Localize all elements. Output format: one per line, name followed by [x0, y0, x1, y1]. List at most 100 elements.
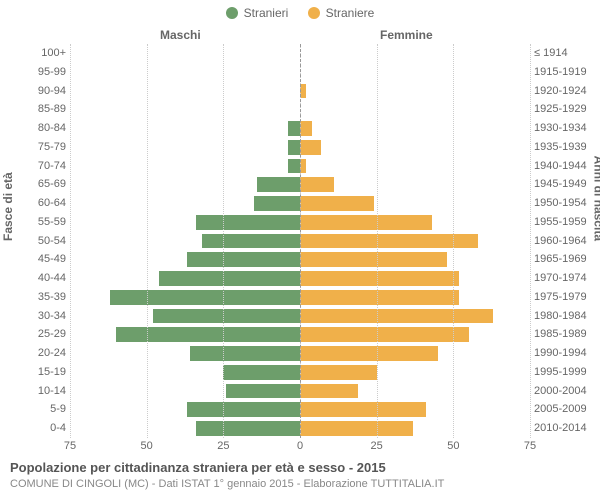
- bar-female: [300, 402, 426, 417]
- legend-male: Stranieri: [226, 6, 289, 20]
- legend-female-swatch: [308, 7, 320, 19]
- bar-male: [288, 121, 300, 136]
- bar-male: [190, 346, 300, 361]
- age-label: 65-69: [0, 175, 66, 194]
- age-label: 45-49: [0, 250, 66, 269]
- birth-label: 1960-1964: [534, 232, 596, 251]
- chart-subtitle: COMUNE DI CINGOLI (MC) - Dati ISTAT 1° g…: [10, 478, 444, 490]
- center-line: [300, 44, 301, 438]
- age-label: 10-14: [0, 382, 66, 401]
- birth-label: 1950-1954: [534, 194, 596, 213]
- age-label: 90-94: [0, 82, 66, 101]
- birth-label: 1980-1984: [534, 307, 596, 326]
- y-axis-age-labels: 100+95-9990-9485-8980-8475-7970-7465-696…: [0, 44, 66, 438]
- x-tick-label: 75: [524, 440, 536, 452]
- legend: Stranieri Straniere: [0, 6, 600, 22]
- bar-female: [300, 327, 469, 342]
- legend-female-label: Straniere: [326, 6, 375, 20]
- age-label: 60-64: [0, 194, 66, 213]
- age-label: 75-79: [0, 138, 66, 157]
- bar-male: [159, 271, 300, 286]
- age-label: 0-4: [0, 419, 66, 438]
- age-label: 55-59: [0, 213, 66, 232]
- bar-female: [300, 215, 432, 230]
- gridline: [377, 44, 378, 438]
- bar-female: [300, 252, 447, 267]
- bar-female: [300, 196, 374, 211]
- age-label: 95-99: [0, 63, 66, 82]
- birth-label: 2000-2004: [534, 382, 596, 401]
- legend-male-label: Stranieri: [244, 6, 289, 20]
- bar-male: [187, 402, 300, 417]
- gridline: [223, 44, 224, 438]
- birth-label: ≤ 1914: [534, 44, 596, 63]
- bar-male: [202, 234, 300, 249]
- plot-half-male: [70, 44, 300, 438]
- age-label: 5-9: [0, 400, 66, 419]
- bar-female: [300, 290, 459, 305]
- x-tick-label: 25: [217, 440, 229, 452]
- age-label: 80-84: [0, 119, 66, 138]
- bar-male: [196, 421, 300, 436]
- age-label: 35-39: [0, 288, 66, 307]
- bar-female: [300, 346, 438, 361]
- x-tick-label: 25: [371, 440, 383, 452]
- legend-female: Straniere: [308, 6, 375, 20]
- age-label: 50-54: [0, 232, 66, 251]
- age-label: 100+: [0, 44, 66, 63]
- x-tick-label: 50: [141, 440, 153, 452]
- bar-male: [110, 290, 300, 305]
- bar-female: [300, 309, 493, 324]
- birth-label: 1920-1924: [534, 82, 596, 101]
- birth-label: 1940-1944: [534, 157, 596, 176]
- bar-male: [288, 140, 300, 155]
- x-axis-labels: 7550250255075: [70, 440, 530, 454]
- gridline: [530, 44, 531, 438]
- age-label: 30-34: [0, 307, 66, 326]
- population-pyramid: Stranieri Straniere Maschi Femmine Fasce…: [0, 0, 600, 500]
- bar-male: [187, 252, 300, 267]
- gridline: [70, 44, 71, 438]
- plot-half-female: [300, 44, 530, 438]
- birth-label: 1965-1969: [534, 250, 596, 269]
- birth-label: 2005-2009: [534, 400, 596, 419]
- bar-female: [300, 271, 459, 286]
- birth-label: 1985-1989: [534, 325, 596, 344]
- bar-female: [300, 365, 377, 380]
- birth-label: 1930-1934: [534, 119, 596, 138]
- bar-male: [116, 327, 300, 342]
- age-label: 70-74: [0, 157, 66, 176]
- birth-label: 1915-1919: [534, 63, 596, 82]
- bar-male: [288, 159, 300, 174]
- y-axis-birth-labels: ≤ 19141915-19191920-19241925-19291930-19…: [534, 44, 596, 438]
- gridline: [453, 44, 454, 438]
- birth-label: 1935-1939: [534, 138, 596, 157]
- bar-male: [223, 365, 300, 380]
- bar-female: [300, 177, 334, 192]
- bar-female: [300, 140, 321, 155]
- birth-label: 2010-2014: [534, 419, 596, 438]
- age-label: 20-24: [0, 344, 66, 363]
- birth-label: 1925-1929: [534, 100, 596, 119]
- column-header-male: Maschi: [160, 28, 201, 42]
- bar-female: [300, 234, 478, 249]
- age-label: 85-89: [0, 100, 66, 119]
- bar-male: [226, 384, 300, 399]
- age-label: 40-44: [0, 269, 66, 288]
- birth-label: 1995-1999: [534, 363, 596, 382]
- bar-female: [300, 384, 358, 399]
- birth-label: 1945-1949: [534, 175, 596, 194]
- bar-female: [300, 421, 413, 436]
- age-label: 25-29: [0, 325, 66, 344]
- bar-male: [257, 177, 300, 192]
- bar-male: [153, 309, 300, 324]
- bar-male: [254, 196, 300, 211]
- gridline: [147, 44, 148, 438]
- chart-title: Popolazione per cittadinanza straniera p…: [10, 460, 386, 475]
- legend-male-swatch: [226, 7, 238, 19]
- x-tick-label: 50: [447, 440, 459, 452]
- birth-label: 1970-1974: [534, 269, 596, 288]
- age-label: 15-19: [0, 363, 66, 382]
- bar-female: [300, 121, 312, 136]
- bar-male: [196, 215, 300, 230]
